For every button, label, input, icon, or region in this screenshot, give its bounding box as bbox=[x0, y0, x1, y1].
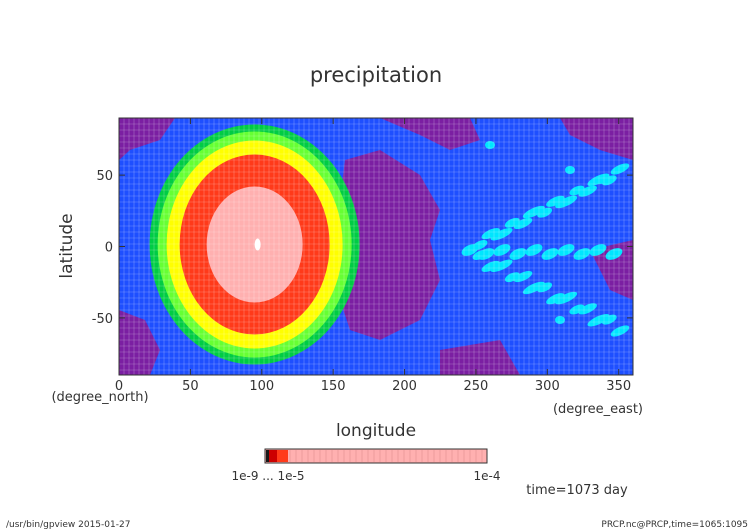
purple-region-centre bbox=[340, 150, 440, 340]
purple-region-sw bbox=[119, 310, 160, 375]
x-unit-label: (degree_east) bbox=[553, 402, 643, 417]
cyan-blob-34 bbox=[557, 244, 575, 256]
cyan-blob-25 bbox=[601, 314, 617, 325]
cyan-blob-3 bbox=[481, 260, 500, 272]
cyan-blob-31 bbox=[509, 248, 527, 260]
cyan-blob-23 bbox=[587, 313, 610, 327]
cyan-blob-8 bbox=[513, 217, 533, 230]
cyan-blob-15 bbox=[546, 293, 565, 305]
cyan-blob-30 bbox=[493, 244, 511, 256]
colorbar-seg-orange bbox=[277, 450, 288, 462]
cyan-blob-27 bbox=[610, 325, 630, 337]
cyan-blob-26 bbox=[610, 163, 630, 175]
y-axis-label: latitude bbox=[57, 213, 77, 278]
colorbar: 1e-9 ... 1e-5 1e-4 bbox=[231, 448, 501, 483]
y-tick-label-0: -50 bbox=[92, 312, 113, 327]
white-core bbox=[254, 238, 261, 251]
x-tick-label-0: 0 bbox=[115, 379, 123, 394]
cyan-blob-11 bbox=[522, 281, 545, 295]
cyan-blob-35 bbox=[573, 248, 591, 260]
cyan-blob-10 bbox=[522, 205, 545, 219]
colorbar-grid bbox=[289, 450, 483, 462]
y-tick-label-2: 50 bbox=[96, 169, 113, 184]
x-ticks: 0 50 100 150 200 250 300 350 bbox=[115, 118, 631, 394]
x-tick-label-1: 50 bbox=[182, 379, 199, 394]
x-tick-label-7: 350 bbox=[606, 379, 631, 394]
purple-region-ne bbox=[560, 118, 633, 160]
time-annotation: time=1073 day bbox=[526, 483, 628, 498]
cyan-blob-28 bbox=[461, 244, 479, 256]
cyan-spot-1 bbox=[485, 141, 495, 149]
x-tick-label-5: 250 bbox=[464, 379, 489, 394]
purple-region-nw bbox=[119, 118, 175, 160]
cyan-blob-2 bbox=[481, 228, 500, 240]
colorbar-seg-red bbox=[269, 450, 277, 462]
cyan-blob-36 bbox=[589, 244, 607, 256]
colorbar-seg-dark bbox=[266, 450, 269, 462]
footer-right: PRCP.nc@PRCP,time=1065:1095 bbox=[601, 520, 748, 530]
cyan-blob-20 bbox=[578, 185, 597, 197]
footer-left: /usr/bin/gpview 2015-01-27 bbox=[6, 520, 130, 530]
y-unit-label: (degree_north) bbox=[51, 390, 148, 405]
cyan-blob-16 bbox=[555, 195, 578, 209]
x-tick-label-4: 200 bbox=[392, 379, 417, 394]
cyan-spot-0 bbox=[565, 166, 575, 174]
cyan-spot-3 bbox=[555, 316, 565, 324]
cyan-blob-21 bbox=[578, 303, 597, 315]
cyan-blob-29 bbox=[477, 248, 495, 260]
plot-area bbox=[118, 117, 634, 376]
x-tick-label-6: 300 bbox=[535, 379, 560, 394]
cyan-spot-2 bbox=[595, 176, 605, 184]
colorbar-main bbox=[264, 448, 488, 464]
purple-region-e bbox=[590, 240, 633, 300]
y-ticks: -50 0 50 bbox=[92, 169, 633, 327]
colorbar-left-label: 1e-9 ... 1e-5 bbox=[231, 469, 304, 483]
cyan-blob-33 bbox=[541, 248, 559, 260]
cyan-blob-32 bbox=[525, 244, 543, 256]
colorbar-right-label: 1e-4 bbox=[474, 469, 501, 483]
cyan-blob-17 bbox=[555, 291, 578, 305]
purple-region-n bbox=[380, 118, 480, 150]
chart-title: precipitation bbox=[310, 63, 442, 87]
x-tick-label-2: 100 bbox=[249, 379, 274, 394]
cyan-blob-9 bbox=[513, 270, 533, 283]
cyan-blob-12 bbox=[537, 207, 553, 218]
cyan-blob-37 bbox=[605, 248, 623, 260]
cyan-blob-13 bbox=[537, 282, 553, 293]
y-tick-label-1: 0 bbox=[105, 241, 113, 256]
field-layers bbox=[119, 118, 633, 375]
cyan-blob-14 bbox=[546, 195, 565, 207]
cyan-blob-24 bbox=[601, 175, 617, 186]
x-tick-label-3: 150 bbox=[321, 379, 346, 394]
cyan-blob-4 bbox=[490, 227, 513, 241]
purple-region-s bbox=[440, 340, 520, 375]
cyan-blob-5 bbox=[490, 259, 513, 273]
x-axis-label: longitude bbox=[336, 421, 416, 441]
